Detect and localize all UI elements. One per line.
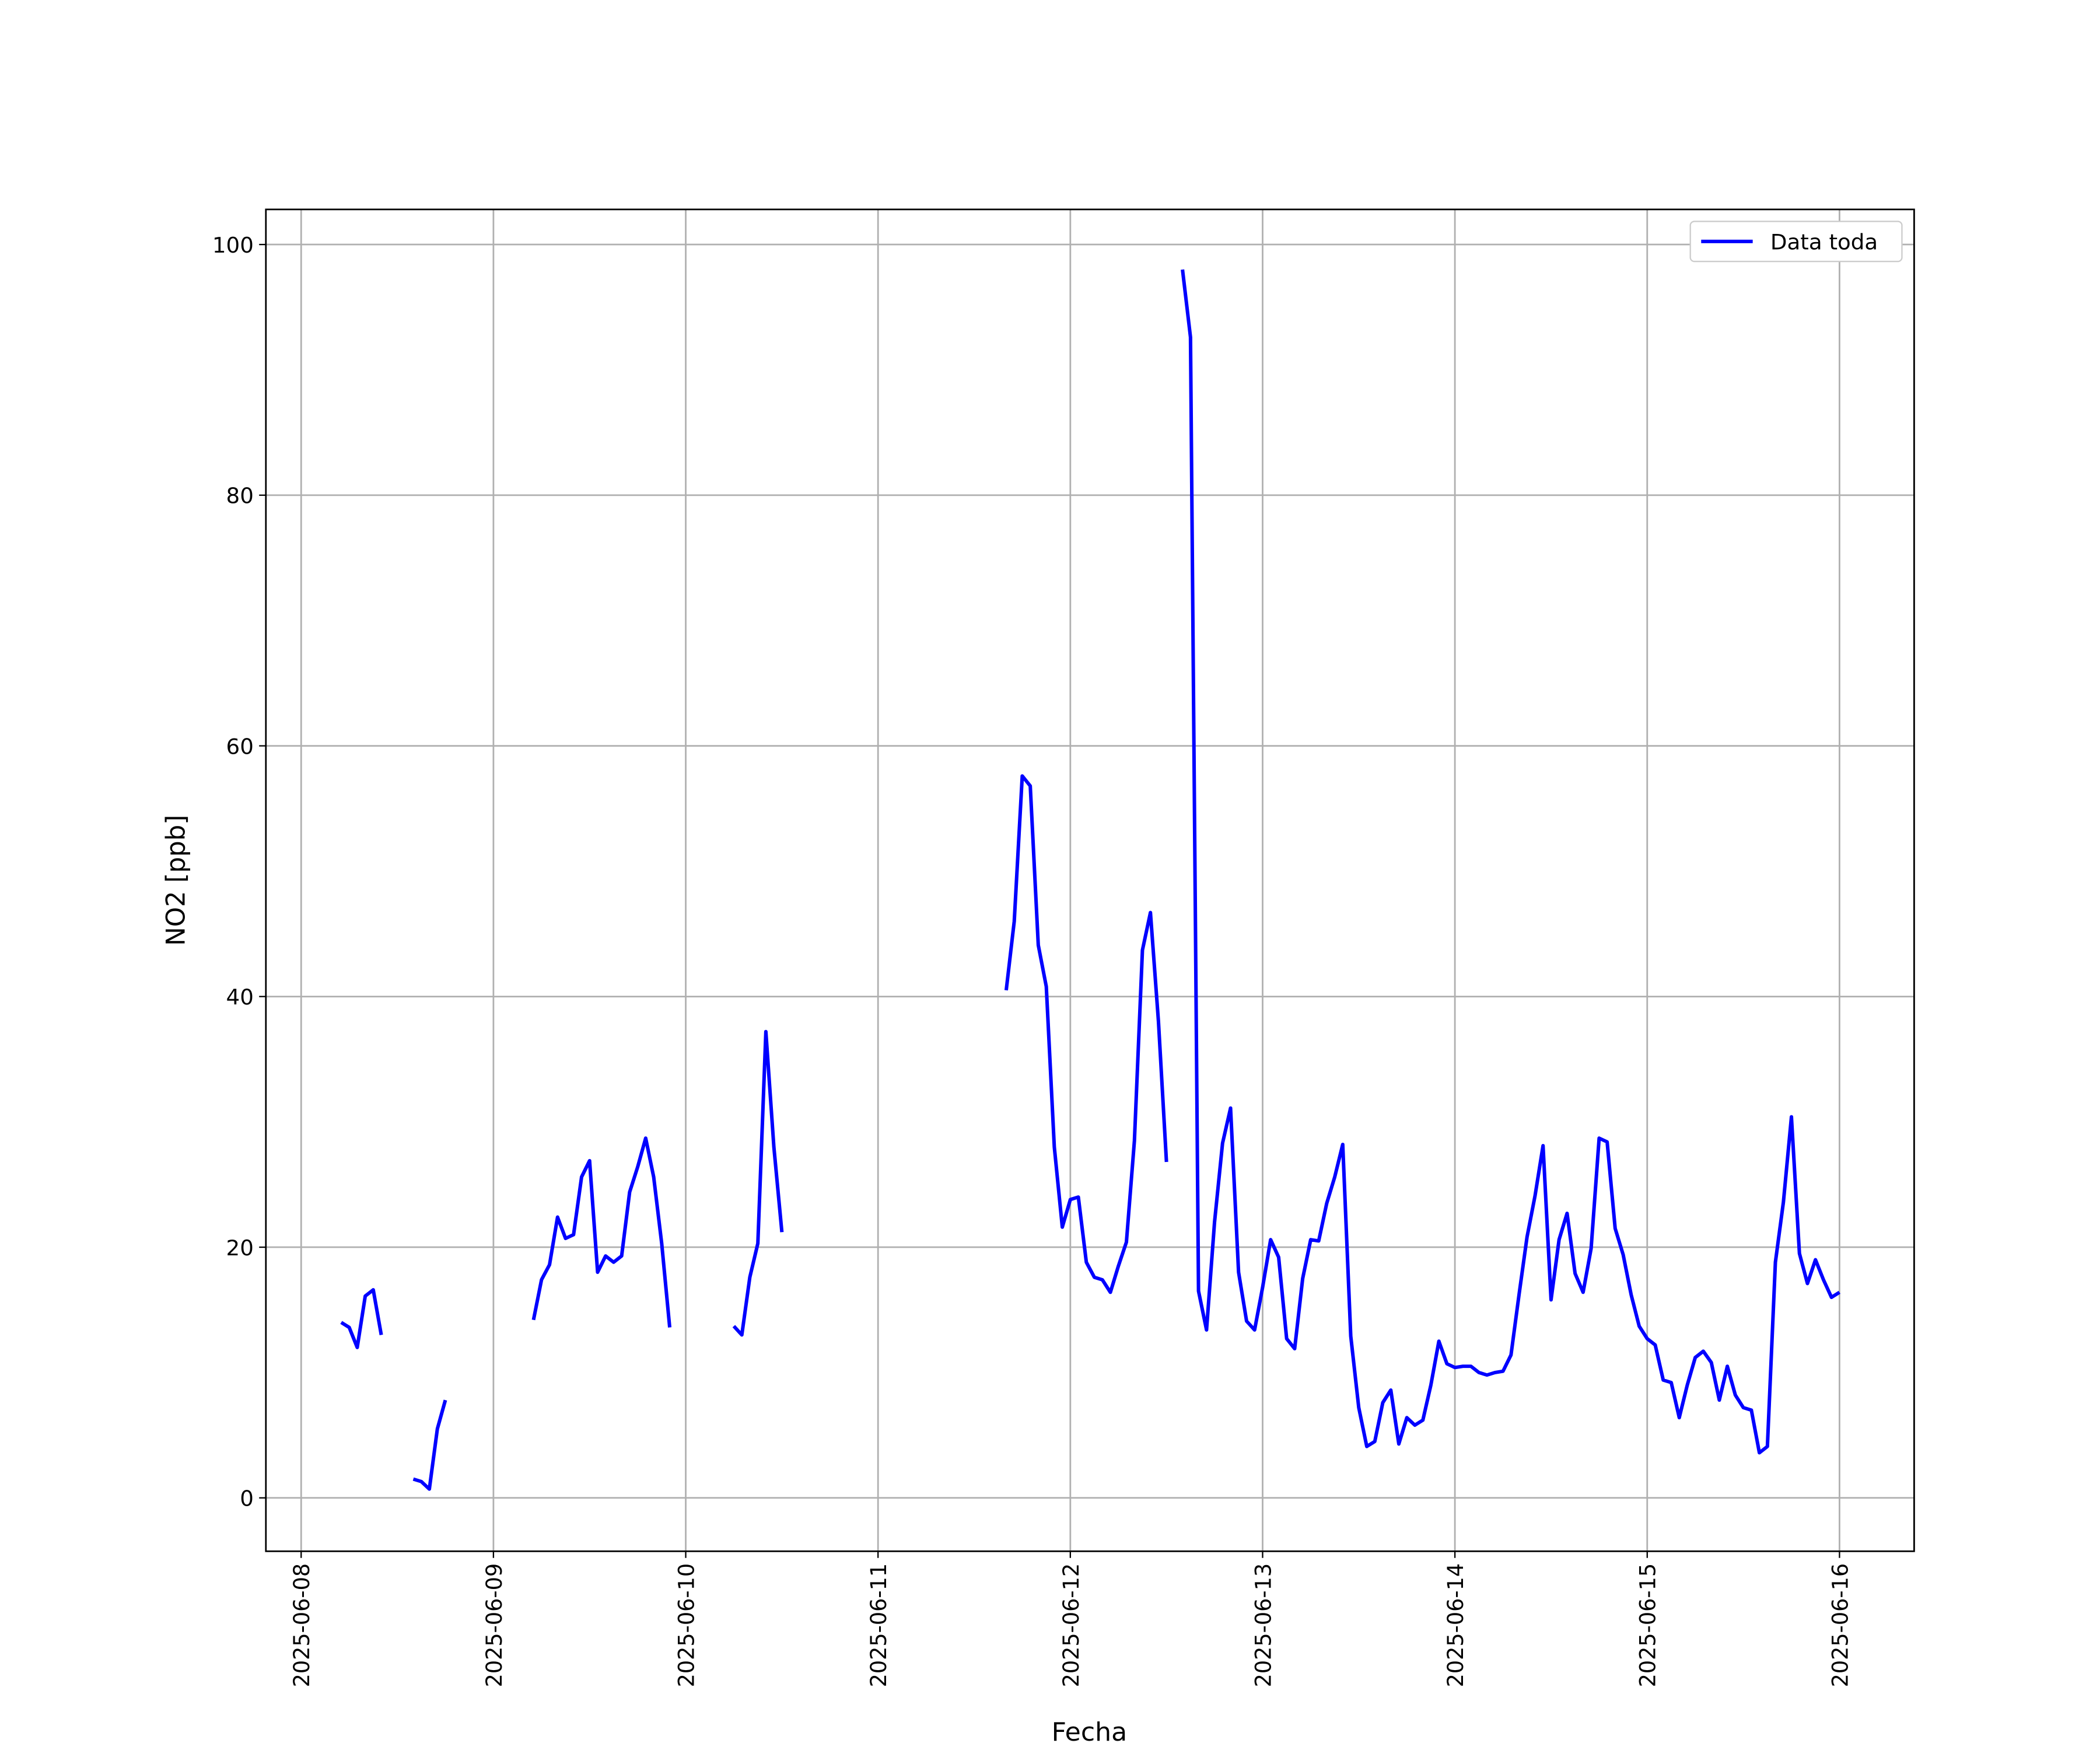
x-tick-label: 2025-06-12 — [1059, 1563, 1084, 1687]
x-tick-label: 2025-06-08 — [289, 1563, 314, 1687]
y-tick-label: 100 — [212, 233, 254, 258]
data-line — [340, 269, 1841, 1491]
y-tick-label: 20 — [226, 1236, 254, 1261]
x-tick-label: 2025-06-09 — [482, 1563, 507, 1687]
y-tick-label: 40 — [226, 985, 254, 1010]
x-tick-label: 2025-06-15 — [1635, 1563, 1660, 1687]
x-tick-label: 2025-06-16 — [1828, 1563, 1853, 1687]
plot-frame — [265, 208, 1915, 1552]
y-tick-label: 60 — [226, 734, 254, 760]
x-tick-label: 2025-06-13 — [1251, 1563, 1276, 1687]
y-axis-label: NO2 [ppb] — [161, 815, 191, 946]
y-tick-label: 80 — [226, 484, 254, 509]
y-tick-label: 0 — [240, 1486, 254, 1511]
x-tick-label: 2025-06-14 — [1443, 1563, 1468, 1687]
x-tick-label: 2025-06-11 — [866, 1563, 891, 1687]
x-axis-label: Fecha — [1052, 1717, 1128, 1747]
legend-label: Data toda — [1770, 230, 1878, 255]
legend-box — [1689, 220, 1903, 262]
legend: Data toda — [1689, 220, 1903, 262]
x-tick-label: 2025-06-10 — [674, 1563, 699, 1687]
